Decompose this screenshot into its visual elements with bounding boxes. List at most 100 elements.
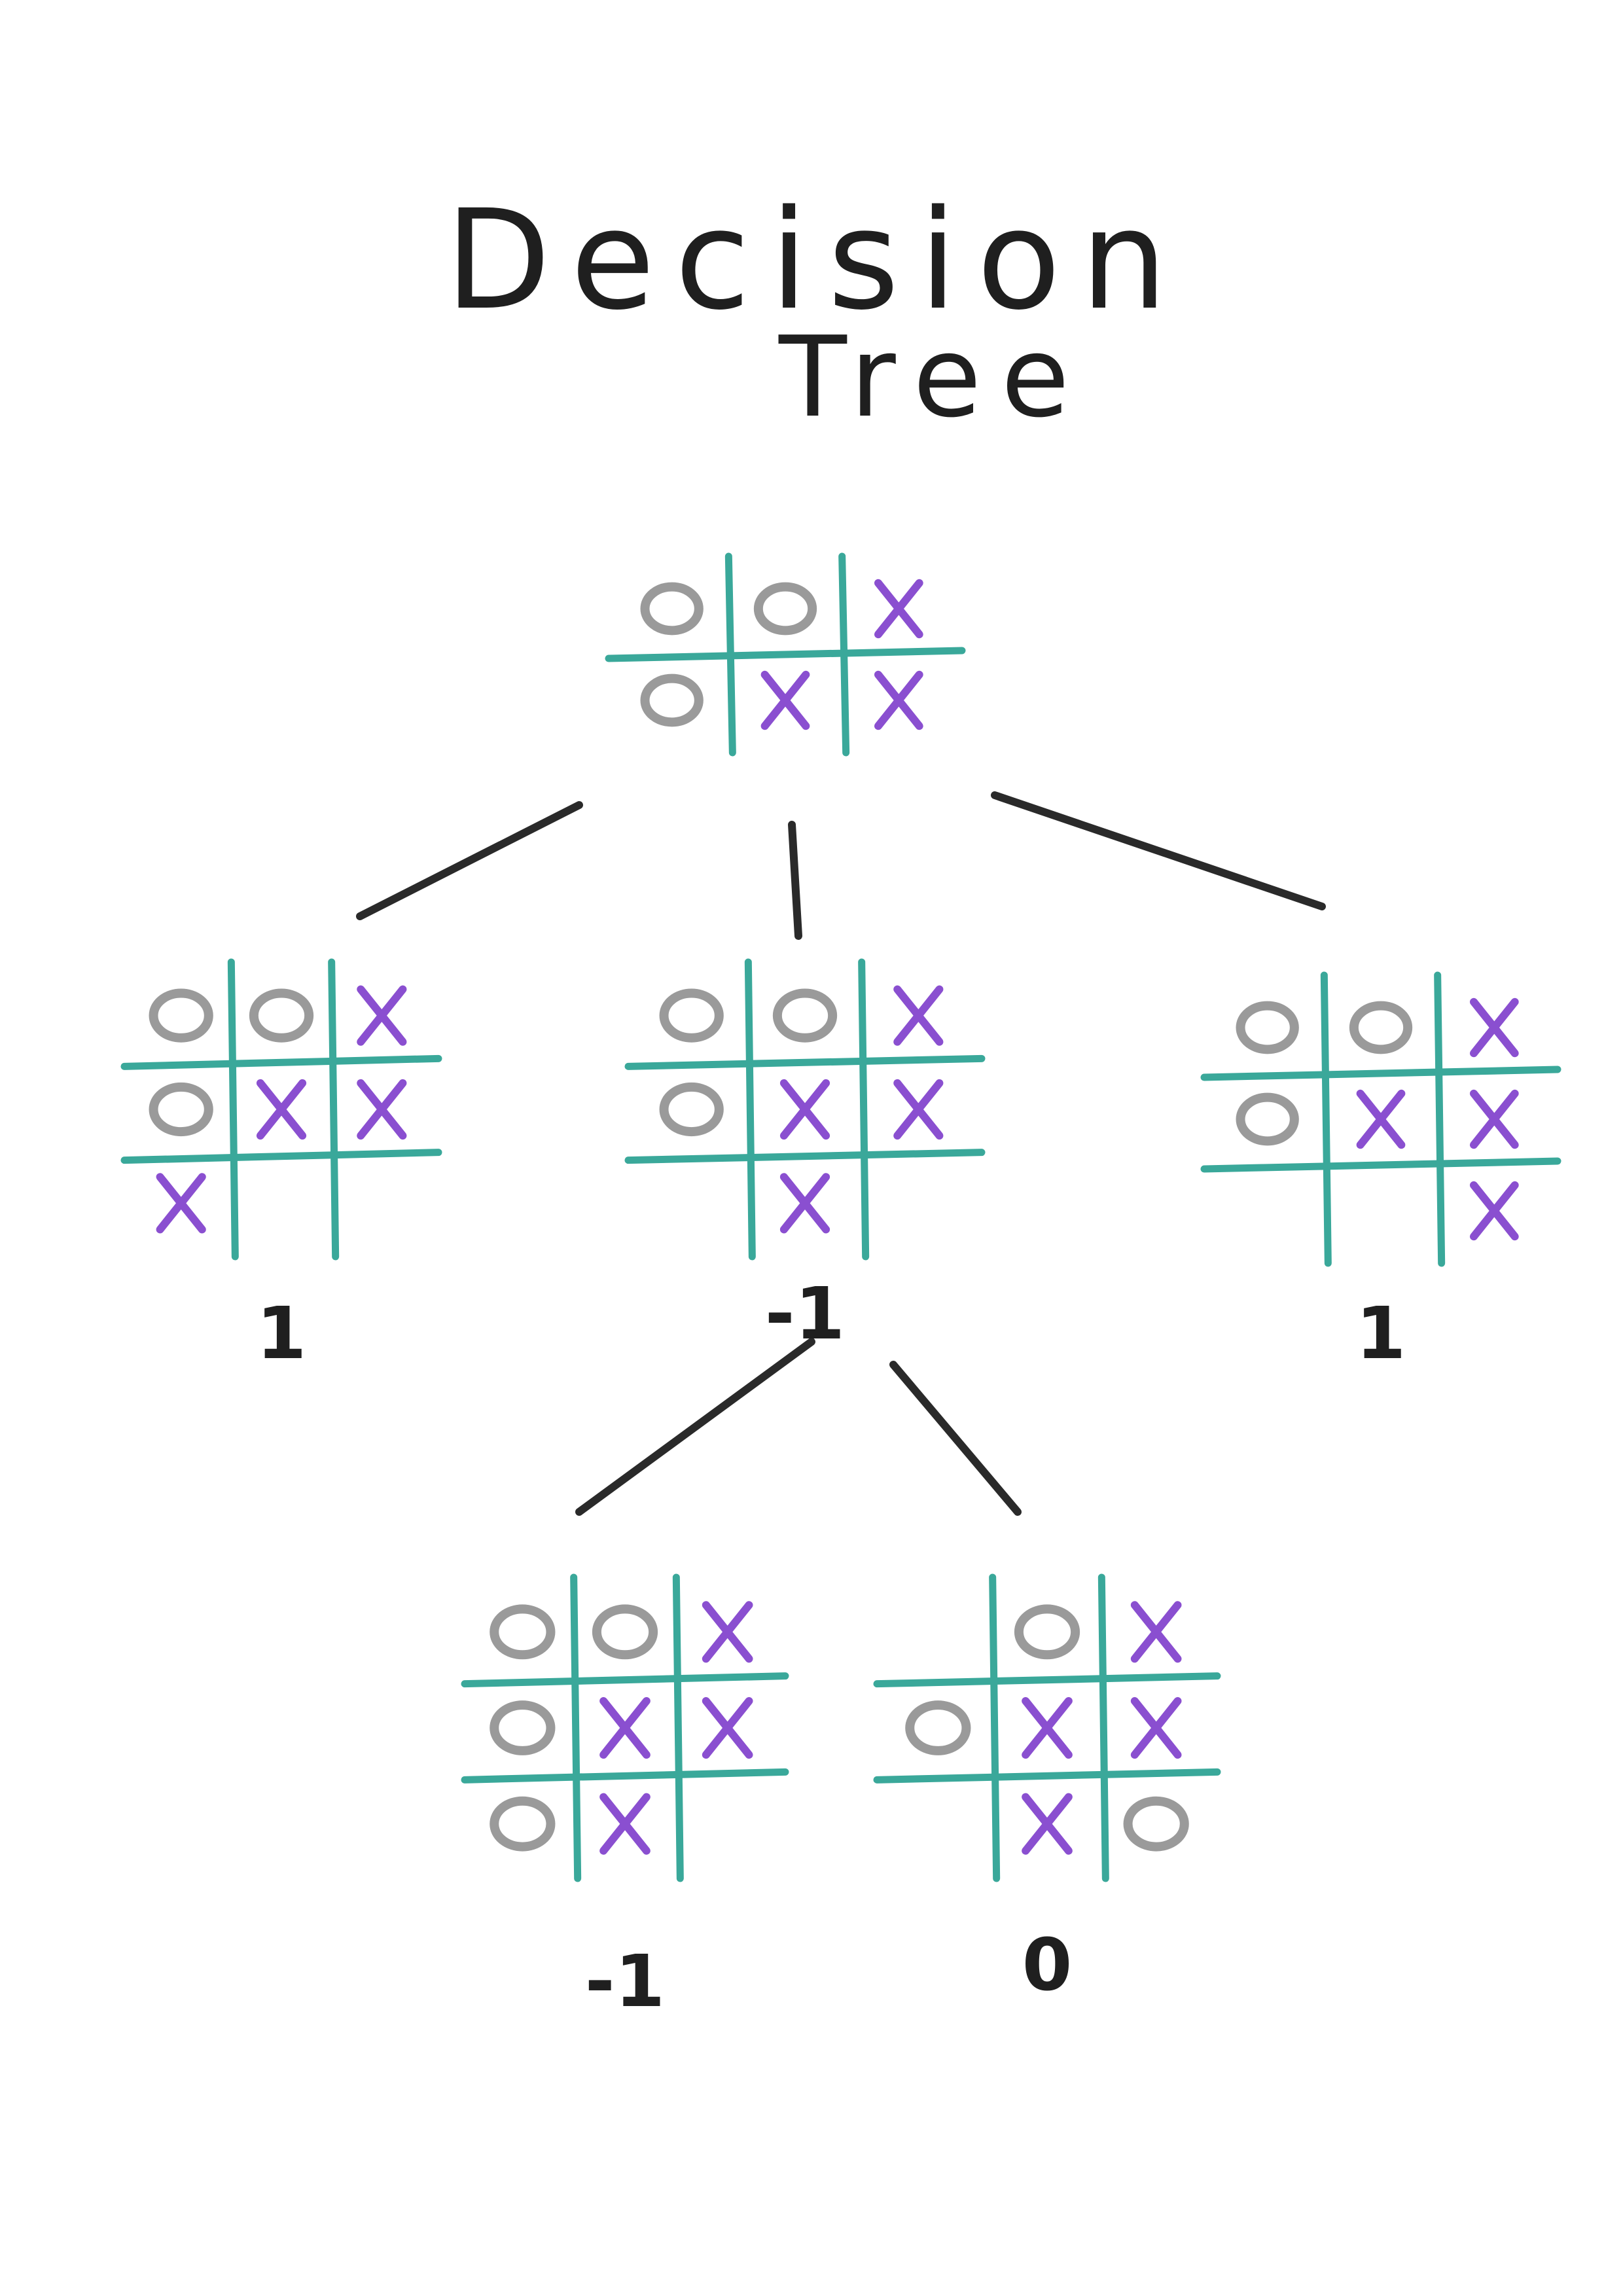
o-mark [249,988,314,1043]
grid-line-vertical [1434,971,1446,1267]
board-grandchild-right: 0 [873,1573,1221,2007]
o-mark [149,1082,213,1137]
x-mark-stroke [893,1079,944,1140]
x-mark [256,1079,307,1140]
x-mark-stroke [1130,1601,1182,1663]
x-mark [1469,1181,1519,1241]
grid-line-horizontal [624,1054,986,1070]
x-mark-stroke [357,985,407,1046]
grid-line-vertical [227,958,239,1261]
x-mark [1469,997,1519,1058]
grid-line-vertical [672,1573,684,1882]
grid-line-horizontal [873,1768,1221,1784]
o-mark [1349,1001,1413,1054]
grid-line-vertical [570,1573,582,1882]
x-mark [702,1601,753,1663]
x-mark [702,1696,753,1759]
x-mark [893,985,944,1046]
board-child-left: 1 [120,958,442,1375]
o-mark [659,1082,724,1137]
x-mark-stroke [1130,1696,1182,1759]
x-mark [1130,1601,1182,1663]
x-mark-stroke [874,579,923,639]
edge-root-to-child-right [991,791,1326,910]
o-mark [490,1700,556,1755]
x-mark-stroke [1469,1089,1519,1149]
score-grandchild-right: 0 [1022,1923,1073,2007]
tree-nodes: 1 -1 1 -1 0 [120,552,1561,2023]
o-mark [640,582,704,636]
x-mark [1356,1089,1406,1149]
x-mark [874,670,923,730]
grid-line-horizontal [461,1768,789,1784]
grid-line-horizontal [120,1054,442,1070]
title-line-1: Decision [445,180,1187,340]
o-mark [1123,1796,1189,1852]
o-mark [592,1604,658,1660]
x-mark-stroke [599,1793,651,1855]
title-line-2: Tree [778,313,1089,442]
grid-line-horizontal [1200,1157,1561,1173]
edge-root-to-child-left [356,801,583,920]
board-child-middle: -1 [624,958,986,1355]
x-mark [779,1079,830,1140]
x-mark-stroke [599,1696,651,1759]
score-child-middle: -1 [765,1272,845,1355]
x-mark [1469,1089,1519,1149]
score-child-left: 1 [257,1291,307,1375]
x-mark-stroke [702,1696,753,1759]
grid-line-vertical [1097,1573,1109,1882]
grid-line-horizontal [461,1672,789,1688]
grid-line-vertical [858,958,870,1261]
x-mark [357,1079,407,1140]
o-mark [149,988,213,1043]
grid-line-horizontal [605,647,966,662]
x-mark-stroke [1469,997,1519,1058]
grid-line-vertical [989,1573,1001,1882]
o-mark [772,988,838,1043]
edge-child-middle-to-grandchild-left [575,1338,815,1516]
grid-line-vertical [328,958,340,1261]
x-mark-stroke [874,670,923,730]
score-child-right: 1 [1356,1291,1406,1375]
tree-edges [356,791,1326,1516]
o-mark [1236,1092,1299,1146]
grid-line-vertical [744,958,756,1261]
x-mark [893,1079,944,1140]
grid-line-horizontal [120,1149,442,1164]
x-mark-stroke [760,670,810,730]
x-mark [760,670,810,730]
x-mark-stroke [702,1601,753,1663]
x-mark [599,1696,651,1759]
x-mark-stroke [1022,1793,1073,1855]
x-mark-stroke [779,1173,830,1234]
x-mark [1022,1793,1073,1855]
x-mark-stroke [1469,1181,1519,1241]
board-root [605,552,966,757]
o-mark [490,1604,556,1660]
o-mark [640,673,704,727]
board-grandchild-left: -1 [461,1573,789,2023]
o-mark [1014,1604,1080,1660]
title: Decision Tree [445,180,1187,442]
score-grandchild-left: -1 [585,1939,665,2023]
x-mark [1022,1696,1073,1759]
x-mark-stroke [256,1079,307,1140]
grid-line-horizontal [624,1149,986,1164]
x-mark [357,985,407,1046]
o-mark [659,988,724,1043]
x-mark-stroke [893,985,944,1046]
x-mark-stroke [156,1173,206,1234]
edge-root-to-child-middle [788,821,802,940]
grid-line-horizontal [873,1672,1221,1688]
x-mark-stroke [779,1079,830,1140]
x-mark [599,1793,651,1855]
x-mark [874,579,923,639]
board-child-right: 1 [1200,971,1561,1375]
x-mark [779,1173,830,1234]
o-mark [753,582,817,636]
x-mark-stroke [1356,1089,1406,1149]
o-mark [905,1700,971,1755]
grid-line-vertical [1320,971,1332,1267]
